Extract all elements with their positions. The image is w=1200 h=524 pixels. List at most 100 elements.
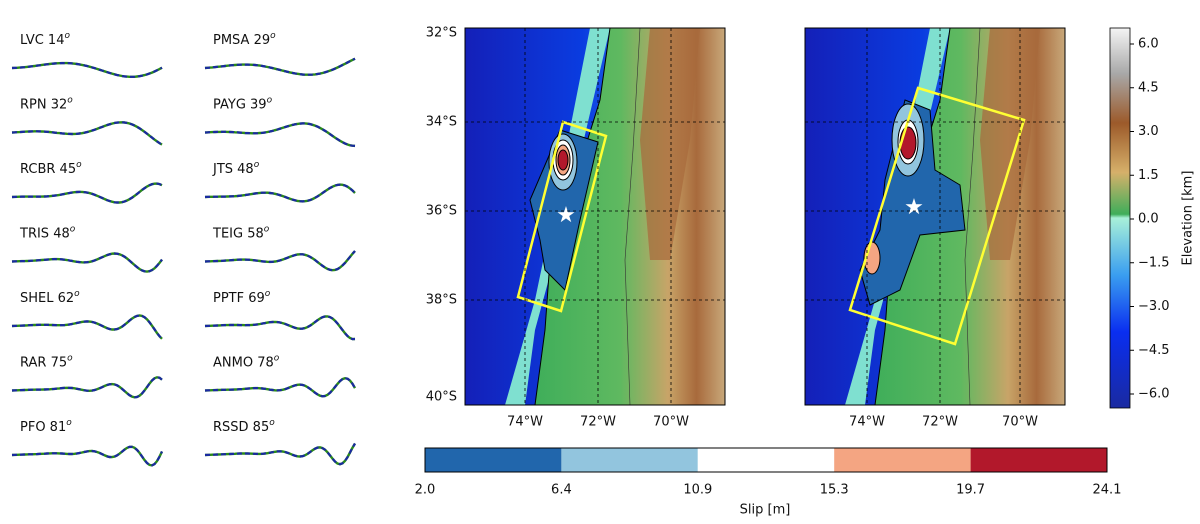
station-name: RCBR 45 [20, 162, 76, 177]
observed-waveform [11, 314, 163, 340]
station-label: TEIG 58o [212, 224, 270, 241]
elevation-tick-label: 1.5 [1138, 168, 1159, 183]
station-label: RPN 32o [20, 95, 73, 112]
station-label: ANMO 78o [213, 353, 280, 370]
epicenter: ★ [556, 203, 576, 228]
elevation-tick-label: 4.5 [1138, 80, 1159, 95]
slip-frame [424, 447, 1108, 473]
lat-label: 36°S [426, 204, 457, 219]
station-name: JTS 48 [212, 162, 254, 177]
synthetic-waveform [11, 252, 163, 273]
station-label: RCBR 45o [20, 160, 82, 177]
lon-label: 72°W [580, 415, 616, 430]
andes [980, 28, 1040, 260]
elevation-tick-label: 3.0 [1138, 124, 1159, 139]
border [624, 27, 641, 406]
station-name: ANMO 78 [213, 355, 274, 370]
synthetic-waveform [11, 376, 163, 399]
synthetic-waveform [204, 183, 356, 203]
lat-label: 40°S [426, 390, 457, 405]
degree-mark: o [264, 224, 270, 234]
elevation-label: Elevation [km] [1181, 171, 1196, 266]
degree-mark: o [74, 289, 80, 299]
map-frame [464, 27, 726, 406]
fault-plane [848, 86, 1026, 346]
lon-label: 74°W [507, 415, 543, 430]
station-name: SHEL 62 [20, 291, 74, 306]
observed-waveform [11, 121, 163, 146]
synthetic-waveform [11, 62, 163, 78]
station-name: LVC 14 [20, 33, 64, 48]
map-frame [804, 27, 1066, 406]
slip-segment [970, 448, 1107, 472]
station-name: TEIG 58 [212, 226, 264, 241]
degree-mark: o [265, 289, 271, 299]
synthetic-waveform [204, 442, 356, 466]
epicenter: ★ [904, 195, 924, 220]
station-name: PAYG 39 [213, 97, 267, 112]
degree-mark: o [76, 160, 82, 170]
station-label: SHEL 62o [20, 289, 80, 306]
synthetic-waveform [204, 250, 356, 272]
station-name: PFO 81 [20, 420, 66, 435]
elevation-tick-label: 6.0 [1138, 37, 1159, 52]
station-name: PPTF 69 [213, 291, 265, 306]
station-name: PMSA 29 [213, 33, 270, 48]
lat-label: 34°S [426, 115, 457, 130]
degree-mark: o [254, 160, 260, 170]
degree-mark: o [267, 95, 273, 105]
lat-label: 38°S [426, 293, 457, 308]
slip-tick-label: 6.4 [551, 483, 572, 498]
slip-segment [834, 448, 971, 472]
slip-tick-label: 10.9 [683, 483, 712, 498]
map-panels: ★ 32°S 34°S 36°S 38°S 40°S 74°W 72°W 70°W ★ 74°W 72… [426, 26, 1066, 430]
synthetic-waveform [11, 182, 163, 204]
lon-label: 70°W [653, 415, 689, 430]
elevation-tick-label: 0.0 [1138, 212, 1159, 227]
station-label: PPTF 69o [213, 289, 271, 306]
andes [640, 28, 700, 260]
elevation-tick-label: −4.5 [1138, 343, 1170, 358]
degree-mark: o [274, 353, 280, 363]
lon-label: 72°W [922, 415, 958, 430]
slip-segment [561, 448, 698, 472]
station-name: RAR 75 [20, 355, 67, 370]
station-label: LVC 14o [20, 31, 70, 48]
slip-region [859, 99, 966, 306]
synthetic-waveform [11, 314, 163, 340]
observed-waveform [11, 445, 164, 467]
map: ★ 32°S 34°S 36°S 38°S 40°S 74°W 72°W 70°W [426, 26, 726, 430]
slip-tick-label: 19.7 [956, 483, 985, 498]
slip-tick-label: 24.1 [1093, 483, 1122, 498]
synthetic-waveform [11, 121, 163, 146]
degree-mark: o [270, 31, 276, 41]
station-label: PFO 81o [20, 418, 72, 435]
lon-label: 74°W [849, 415, 885, 430]
station-label: JTS 48o [212, 160, 260, 177]
slip-tick-label: 2.0 [415, 483, 436, 498]
synthetic-waveform [204, 315, 356, 341]
elevation-colorbar [1109, 27, 1131, 409]
elevation-tick-label: −1.5 [1138, 255, 1170, 270]
slip-segment [425, 448, 562, 472]
station-label: PAYG 39o [213, 95, 273, 112]
observed-waveform [11, 376, 163, 399]
observed-waveform [204, 376, 357, 398]
degree-mark: o [70, 224, 76, 234]
degree-mark: o [67, 95, 73, 105]
slip-tick-label: 15.3 [820, 483, 849, 498]
elevation-tick-label: −3.0 [1138, 299, 1170, 314]
degree-mark: o [269, 418, 275, 428]
degree-mark: o [66, 418, 72, 428]
observed-waveform [204, 315, 356, 341]
synthetic-waveform [204, 377, 356, 398]
slip-segment [697, 448, 835, 472]
degree-mark: o [64, 31, 70, 41]
degree-mark: o [67, 353, 73, 363]
station-name: RSSD 85 [213, 420, 269, 435]
map: ★ 74°W 72°W 70°W [804, 27, 1066, 430]
slip-colorbar: 2.0 6.4 10.9 15.3 19.7 24.1 [415, 447, 1122, 498]
synthetic-waveform [204, 57, 356, 76]
